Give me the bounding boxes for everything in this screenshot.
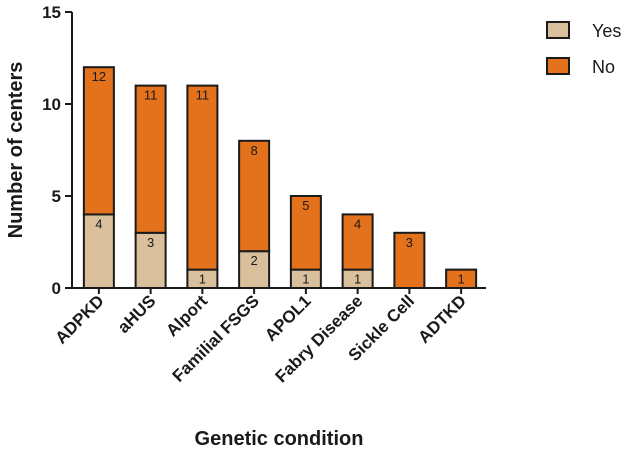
y-tick-label: 5 [52,187,61,206]
bar-value-label: 4 [354,216,361,231]
bar-yes-ahus [134,231,167,290]
bar-value-label: 1 [354,272,361,287]
legend-swatch-no [546,57,570,75]
bar-value-label: 1 [302,272,309,287]
y-axis-title: Number of centers [5,62,27,239]
y-tick-label: 15 [42,3,61,22]
bar-value-label: 2 [251,253,258,268]
bar-no-familial-fsgs [238,139,271,253]
x-axis-title: Genetic condition [195,428,364,450]
legend-label-no: No [592,57,615,77]
bar-no-ahus [134,84,167,234]
bar-no-alport [186,84,219,271]
legend-label-yes: Yes [592,21,621,41]
x-tick-label: Alport [162,291,211,340]
bar-value-label: 3 [147,235,154,250]
bar-value-label: 8 [251,143,258,158]
bar-value-label: 3 [406,235,413,250]
x-tick-label: ADTKD [414,291,470,347]
bar-no-apol1 [289,195,322,271]
bar-no-adpkd [82,66,115,216]
legend: Yes No [546,21,621,77]
bar-value-label: 11 [196,88,210,103]
bar-value-label: 1 [458,272,465,287]
bar-no-fabry-disease [341,213,374,271]
bar-value-label: 11 [144,88,158,103]
x-tick-label: aHUS [114,291,160,337]
x-tick-label: ADPKD [52,291,108,347]
y-tick-label: 0 [52,279,61,298]
bar-value-label: 5 [302,198,309,213]
bar-value-label: 4 [95,216,102,231]
y-ticks: 0 5 10 15 [42,3,72,298]
legend-swatch-yes [546,21,570,39]
y-tick-label: 10 [42,95,61,114]
bar-value-label: 12 [92,69,106,84]
bar-value-label: 1 [199,272,206,287]
